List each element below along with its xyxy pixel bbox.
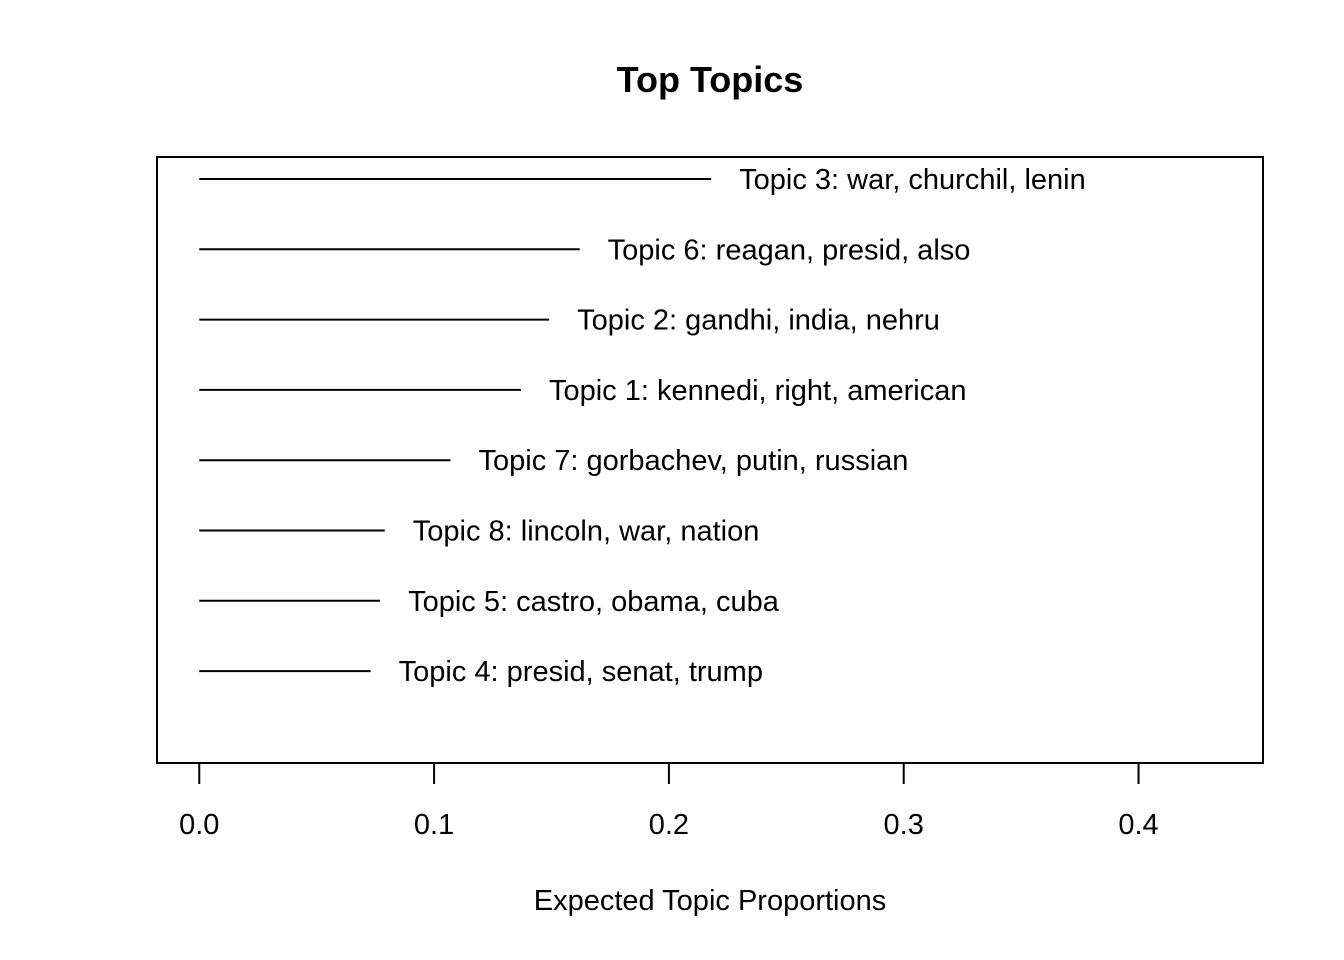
topic-label: Topic 8: lincoln, war, nation (413, 516, 760, 548)
x-axis-ticks: 0.0 0.1 0.2 0.3 0.4 (179, 763, 1159, 841)
topic-label: Topic 7: gorbachev, putin, russian (479, 445, 909, 477)
topic-label: Topic 1: kennedi, right, american (549, 375, 967, 407)
x-tick-label: 0.2 (649, 809, 689, 841)
x-tick-label: 0.3 (884, 809, 924, 841)
x-tick-label: 0.0 (179, 809, 219, 841)
x-tick-label: 0.1 (414, 809, 454, 841)
topic-label: Topic 2: gandhi, india, nehru (577, 305, 940, 337)
topic-label: Topic 5: castro, obama, cuba (408, 586, 780, 618)
topic-bars: Topic 3: war, churchil, lenin Topic 6: re… (199, 164, 1086, 688)
x-tick-label: 0.4 (1118, 809, 1158, 841)
topic-label: Topic 4: presid, senat, trump (399, 656, 763, 688)
x-axis-label: Expected Topic Proportions (534, 885, 887, 917)
topic-label: Topic 6: reagan, presid, also (608, 234, 971, 266)
topic-label: Topic 3: war, churchil, lenin (739, 164, 1086, 196)
chart-title: Top Topics (617, 59, 804, 100)
